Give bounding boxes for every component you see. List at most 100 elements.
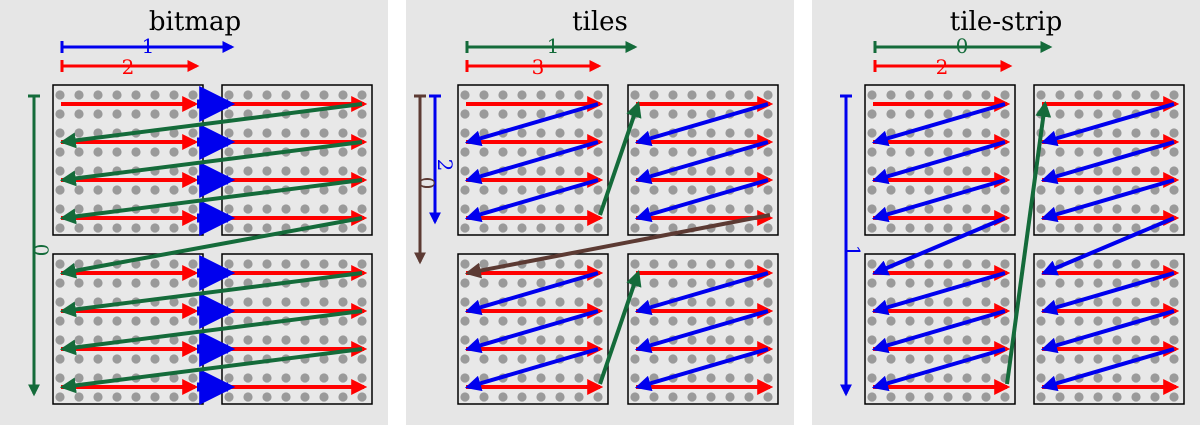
pixel-dot	[224, 166, 234, 176]
pixel-dot	[517, 373, 527, 383]
pixel-dot	[593, 335, 603, 345]
tiles-next-tile-arrow	[598, 100, 642, 216]
pixel-dot	[517, 204, 527, 214]
tile-strip-return-arrow	[1040, 140, 1175, 185]
pixel-dot	[498, 278, 508, 288]
pixel-dot	[1169, 354, 1179, 364]
pixel-dot	[706, 316, 716, 326]
pixel-dot	[55, 354, 65, 364]
pixel-dot	[224, 185, 234, 195]
pixel-dot	[1112, 147, 1122, 157]
bitmap-return-arrow	[59, 102, 363, 149]
pixel-dot	[668, 278, 678, 288]
pixel-dot	[243, 373, 253, 383]
pixel-dot	[943, 166, 953, 176]
pixel-dot	[687, 109, 697, 119]
pixel-dot	[668, 147, 678, 157]
pixel-dot	[725, 259, 735, 269]
pixel-dot	[687, 392, 697, 402]
pixel-dot	[924, 90, 934, 100]
pixel-dot	[744, 223, 754, 233]
pixel-dot	[55, 316, 65, 326]
pixel-dot	[962, 335, 972, 345]
pixel-dot	[905, 316, 915, 326]
pixel-dot	[150, 278, 160, 288]
tiles-return-arrow	[464, 271, 599, 316]
pixel-dot	[498, 90, 508, 100]
pixel-dot	[188, 316, 198, 326]
pixel-dot	[319, 335, 329, 345]
tile-strip-return-arrow	[871, 347, 1006, 392]
panel-title-bitmap: bitmap	[149, 7, 241, 37]
pixel-dot	[300, 335, 310, 345]
pixel-dot	[243, 297, 253, 307]
pixel-dot	[243, 223, 253, 233]
pixel-dot	[338, 335, 348, 345]
pixel-dot	[262, 128, 272, 138]
pixel-dot	[630, 259, 640, 269]
pixel-dot	[150, 147, 160, 157]
tiles-return-arrow	[464, 309, 599, 354]
pixel-dot	[763, 147, 773, 157]
tile-strip-return-arrow	[871, 178, 1006, 223]
pixel-dot	[338, 90, 348, 100]
pixel-dot	[867, 128, 877, 138]
tiles-return-arrow	[464, 140, 599, 185]
pixel-dot	[1093, 109, 1103, 119]
pixel-dot	[536, 316, 546, 326]
pixel-dot	[649, 354, 659, 364]
pixel-dot	[479, 354, 489, 364]
pixel-dot	[924, 223, 934, 233]
pixel-dot	[687, 335, 697, 345]
pixel-dot	[924, 185, 934, 195]
pixel-dot	[943, 278, 953, 288]
bitmap-return-arrow	[59, 271, 363, 318]
pixel-dot	[262, 90, 272, 100]
pixel-dot	[319, 354, 329, 364]
pixel-dot	[630, 128, 640, 138]
pixel-dot	[281, 90, 291, 100]
tile-strip-return-arrow	[1040, 178, 1175, 223]
pixel-dot	[962, 259, 972, 269]
pixel-dot	[1131, 373, 1141, 383]
pixel-dot	[744, 335, 754, 345]
tiles-next-tile-arrow	[598, 269, 642, 385]
pixel-dot	[262, 392, 272, 402]
pixel-dot	[943, 90, 953, 100]
pixel-dot	[1093, 392, 1103, 402]
pixel-dot	[536, 147, 546, 157]
pixel-dot	[1074, 90, 1084, 100]
pixel-dot	[281, 204, 291, 214]
pixel-dot	[867, 90, 877, 100]
bitmap-return-arrow	[59, 178, 363, 225]
pixel-dot	[886, 90, 896, 100]
pixel-dot	[93, 223, 103, 233]
pixel-dot	[687, 373, 697, 383]
pixel-dot	[1131, 259, 1141, 269]
pixel-dot	[1112, 223, 1122, 233]
pixel-dot	[93, 316, 103, 326]
pixel-dot	[479, 259, 489, 269]
pixel-dot	[357, 373, 367, 383]
pixel-dot	[150, 223, 160, 233]
tile-strip-return-arrow	[871, 102, 1006, 147]
pixel-dot	[479, 316, 489, 326]
pixel-dot	[905, 109, 915, 119]
pixel-dot	[1131, 297, 1141, 307]
pixel-dot	[593, 223, 603, 233]
pixel-dot	[555, 373, 565, 383]
pixel-dot	[1000, 109, 1010, 119]
pixel-dot	[55, 90, 65, 100]
pixel-dot	[1074, 185, 1084, 195]
pixel-dot	[536, 373, 546, 383]
pixel-dot	[763, 128, 773, 138]
pixel-dot	[93, 90, 103, 100]
tile-strip-return-arrow	[871, 271, 1006, 316]
pixel-dot	[460, 392, 470, 402]
pixel-dot	[1093, 316, 1103, 326]
pixel-dot	[224, 109, 234, 119]
pixel-dot	[188, 128, 198, 138]
pixel-dot	[905, 185, 915, 195]
pixel-dot	[555, 335, 565, 345]
pixel-dot	[630, 204, 640, 214]
